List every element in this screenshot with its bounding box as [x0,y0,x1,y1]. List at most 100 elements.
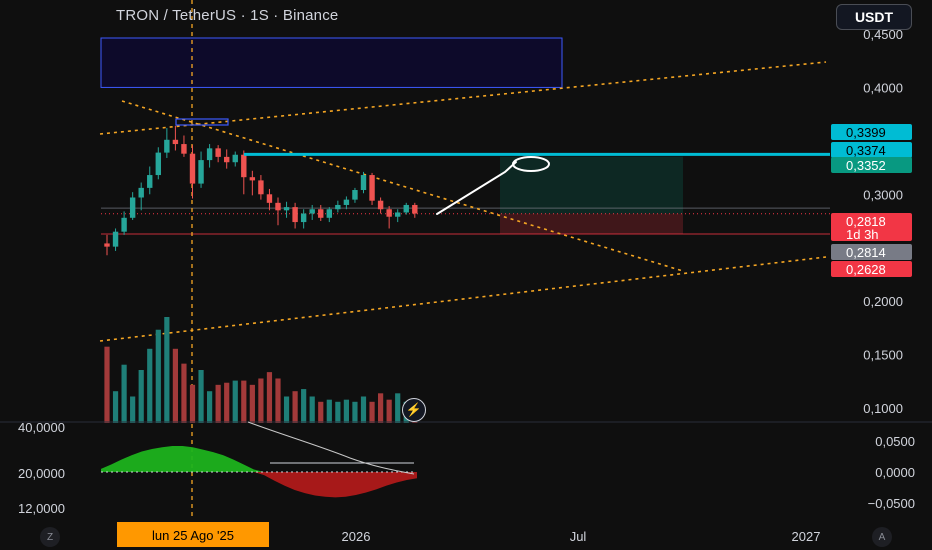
candle [335,200,341,213]
time-axis: 2026 Jul 2027 lun 25 Ago '25 [117,522,820,547]
price-label-text: 0,3352 [846,158,886,173]
oscillator-pane [0,421,932,498]
candle [172,125,179,151]
candle [395,209,401,223]
volume-bar [207,391,213,423]
candle [343,196,350,210]
candle [258,175,264,200]
candle-body [326,209,332,218]
volume-bar [164,317,170,423]
candle [112,228,119,251]
volume-bar [241,380,247,423]
candle [224,149,230,169]
volume-bar [360,396,367,423]
auto-scale-button[interactable]: A [872,527,892,547]
volume-bar [275,378,281,423]
candle [138,182,144,211]
candle-body [309,209,315,214]
candle-body [249,177,256,181]
target-circle [512,156,550,172]
volume-bar [386,399,392,423]
candle-body [232,154,238,163]
candle-body [343,199,350,205]
candle-body [266,194,273,203]
date-highlight-label: lun 25 Ago '25 [152,528,234,543]
candle-body [369,175,375,201]
candle [147,166,153,195]
candle-body [275,202,281,211]
price-label: 0,2628 [831,261,912,277]
candle [104,234,110,256]
candle [309,204,315,220]
volume-bar [224,382,230,423]
price-label-text: 0,2628 [846,262,886,277]
price-label-bg [831,142,912,158]
candlestick-series [104,125,418,256]
price-label: 0,3352 [831,157,912,173]
volume-bar [189,384,196,423]
volume-bar [215,384,221,423]
candle-body [283,207,290,211]
candle-body [300,213,307,223]
candle [266,188,273,211]
price-tick-label: 0,2000 [863,294,903,309]
currency-button[interactable]: USDT [836,4,912,30]
candle-body [292,207,298,223]
candle-body [352,190,358,200]
candle [283,201,290,218]
volume-bar [369,401,375,423]
flash-icon[interactable]: ⚡ [402,398,426,422]
volume-bar [352,401,358,423]
volume-bar [326,399,332,423]
volume-bar [309,396,315,423]
oscillator-trend-curve [247,421,415,475]
candle [318,204,324,221]
countdown-label: 1d 3h [846,227,879,242]
top-marker-box [175,118,229,126]
position-profit-zone [500,156,683,214]
indicator-left-tick: 20,0000 [18,466,65,481]
time-tick-label: Jul [570,529,587,544]
candle-body [395,212,401,217]
volume-bar [104,346,110,423]
candle [386,206,392,229]
volume-bar [301,389,307,423]
volume-bar [130,396,136,423]
indicator-tick-label: 0,0000 [875,465,915,480]
candle [164,128,170,158]
candle [249,170,256,196]
candle-body [121,217,127,232]
upper-channel-line [99,61,827,135]
candle-body [147,175,153,188]
candle [292,202,298,229]
volume-bar [232,380,238,423]
volume-bar [343,399,349,423]
time-tick-label: 2026 [342,529,371,544]
candle-body [104,243,110,247]
candle-body [241,154,247,178]
supply-zone-box [100,37,563,88]
volume-bar [121,364,127,423]
price-tick-label: 0,3000 [863,187,903,202]
candle-body [386,209,392,217]
candle [215,145,221,163]
price-label-bg [831,157,912,173]
price-axis: 0,4500 0,4000 0,3000 0,2000 0,1500 0,1000 0,33… [18,27,915,516]
chart-title: TRON / TetherUS · 1S · Binance [116,7,339,24]
candle [206,144,213,168]
volume-bar [181,363,187,423]
price-label: 0,2814 [831,244,912,260]
price-label: 0,3374 [831,142,912,158]
candle-body [129,197,136,218]
volume-bar [138,370,144,423]
volume-bar [155,329,161,423]
volume-bar [258,378,264,423]
candle [129,192,136,220]
indicator-left-tick: 40,0000 [18,420,65,435]
zoom-corner-button[interactable]: Z [40,527,60,547]
candle [155,147,161,180]
price-label-bg [831,244,912,260]
candle [189,145,196,199]
